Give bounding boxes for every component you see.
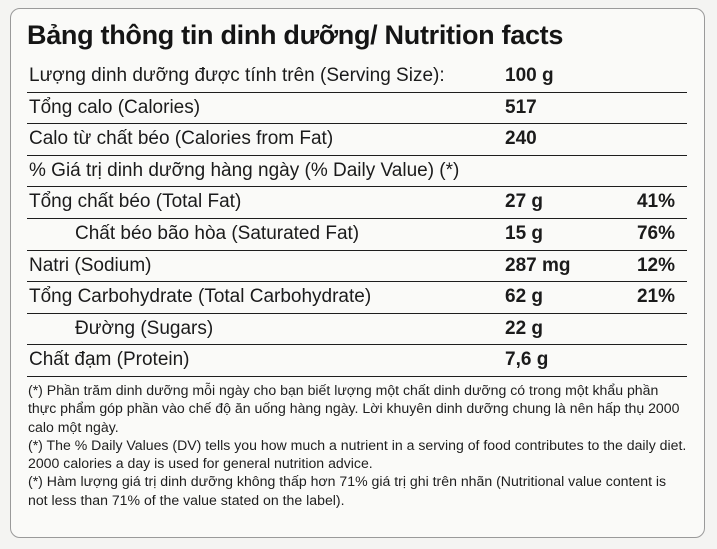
- row-daily-value: 21%: [636, 286, 675, 308]
- row-label: Tổng calo (Calories): [29, 96, 201, 118]
- row-calories: Tổng calo (Calories) 517: [27, 93, 687, 125]
- row-daily-value-header: % Giá trị dinh dưỡng hàng ngày (% Daily …: [27, 156, 687, 188]
- row-amount: 240: [505, 128, 537, 150]
- footnote-en-daily-value: (*) The % Daily Values (DV) tells you ho…: [28, 436, 687, 472]
- row-label: % Giá trị dinh dưỡng hàng ngày (% Daily …: [29, 159, 460, 181]
- row-label: Đường (Sugars): [75, 317, 214, 339]
- row-amount: 287 mg: [505, 254, 571, 276]
- nutrition-title: Bảng thông tin dinh dưỡng/ Nutrition fac…: [27, 20, 564, 50]
- row-amount: 22 g: [505, 317, 544, 339]
- row-label: Tổng Carbohydrate (Total Carbohydrate): [29, 286, 372, 308]
- row-calories-from-fat: Calo từ chất béo (Calories from Fat) 240: [27, 124, 687, 156]
- row-amount: 7,6 g: [505, 349, 549, 371]
- row-label: Calo từ chất béo (Calories from Fat): [29, 128, 334, 150]
- row-daily-value: 41%: [636, 191, 675, 213]
- row-total-carbohydrate: Tổng Carbohydrate (Total Carbohydrate) 6…: [27, 282, 687, 314]
- row-amount: 100 g: [505, 65, 554, 86]
- row-sodium: Natri (Sodium) 287 mg 12%: [27, 251, 687, 283]
- row-saturated-fat: Chất béo bão hòa (Saturated Fat) 15 g 76…: [27, 219, 687, 251]
- row-label: Chất béo bão hòa (Saturated Fat): [75, 222, 360, 244]
- nutrition-rows: Lượng dinh dưỡng được tính trên (Serving…: [27, 61, 687, 377]
- footnote-vi-daily-value: (*) Phần trăm dinh dưỡng mỗi ngày cho bạ…: [28, 382, 680, 435]
- row-amount: 517: [505, 96, 537, 118]
- nutrition-facts-panel: [10, 8, 705, 538]
- footnote-tolerance: (*) Hàm lượng giá trị dinh dưỡng không t…: [28, 473, 667, 508]
- row-label: Tổng chất béo (Total Fat): [29, 191, 242, 213]
- row-label: Lượng dinh dưỡng được tính trên (Serving…: [29, 65, 445, 86]
- row-amount: 15 g: [505, 222, 544, 244]
- row-amount: 27 g: [505, 191, 544, 213]
- row-label: Natri (Sodium): [29, 254, 152, 276]
- footnotes: (*) Phần trăm dinh dưỡng mỗi ngày cho bạ…: [28, 381, 688, 509]
- row-protein: Chất đạm (Protein) 7,6 g: [27, 345, 687, 377]
- row-label: Chất đạm (Protein): [29, 349, 190, 371]
- row-daily-value: 12%: [636, 254, 675, 276]
- row-amount: 62 g: [505, 286, 544, 308]
- row-total-fat: Tổng chất béo (Total Fat) 27 g 41%: [27, 187, 687, 219]
- row-serving-size: Lượng dinh dưỡng được tính trên (Serving…: [27, 61, 687, 93]
- row-daily-value: 76%: [636, 222, 675, 244]
- row-sugars: Đường (Sugars) 22 g: [27, 314, 687, 346]
